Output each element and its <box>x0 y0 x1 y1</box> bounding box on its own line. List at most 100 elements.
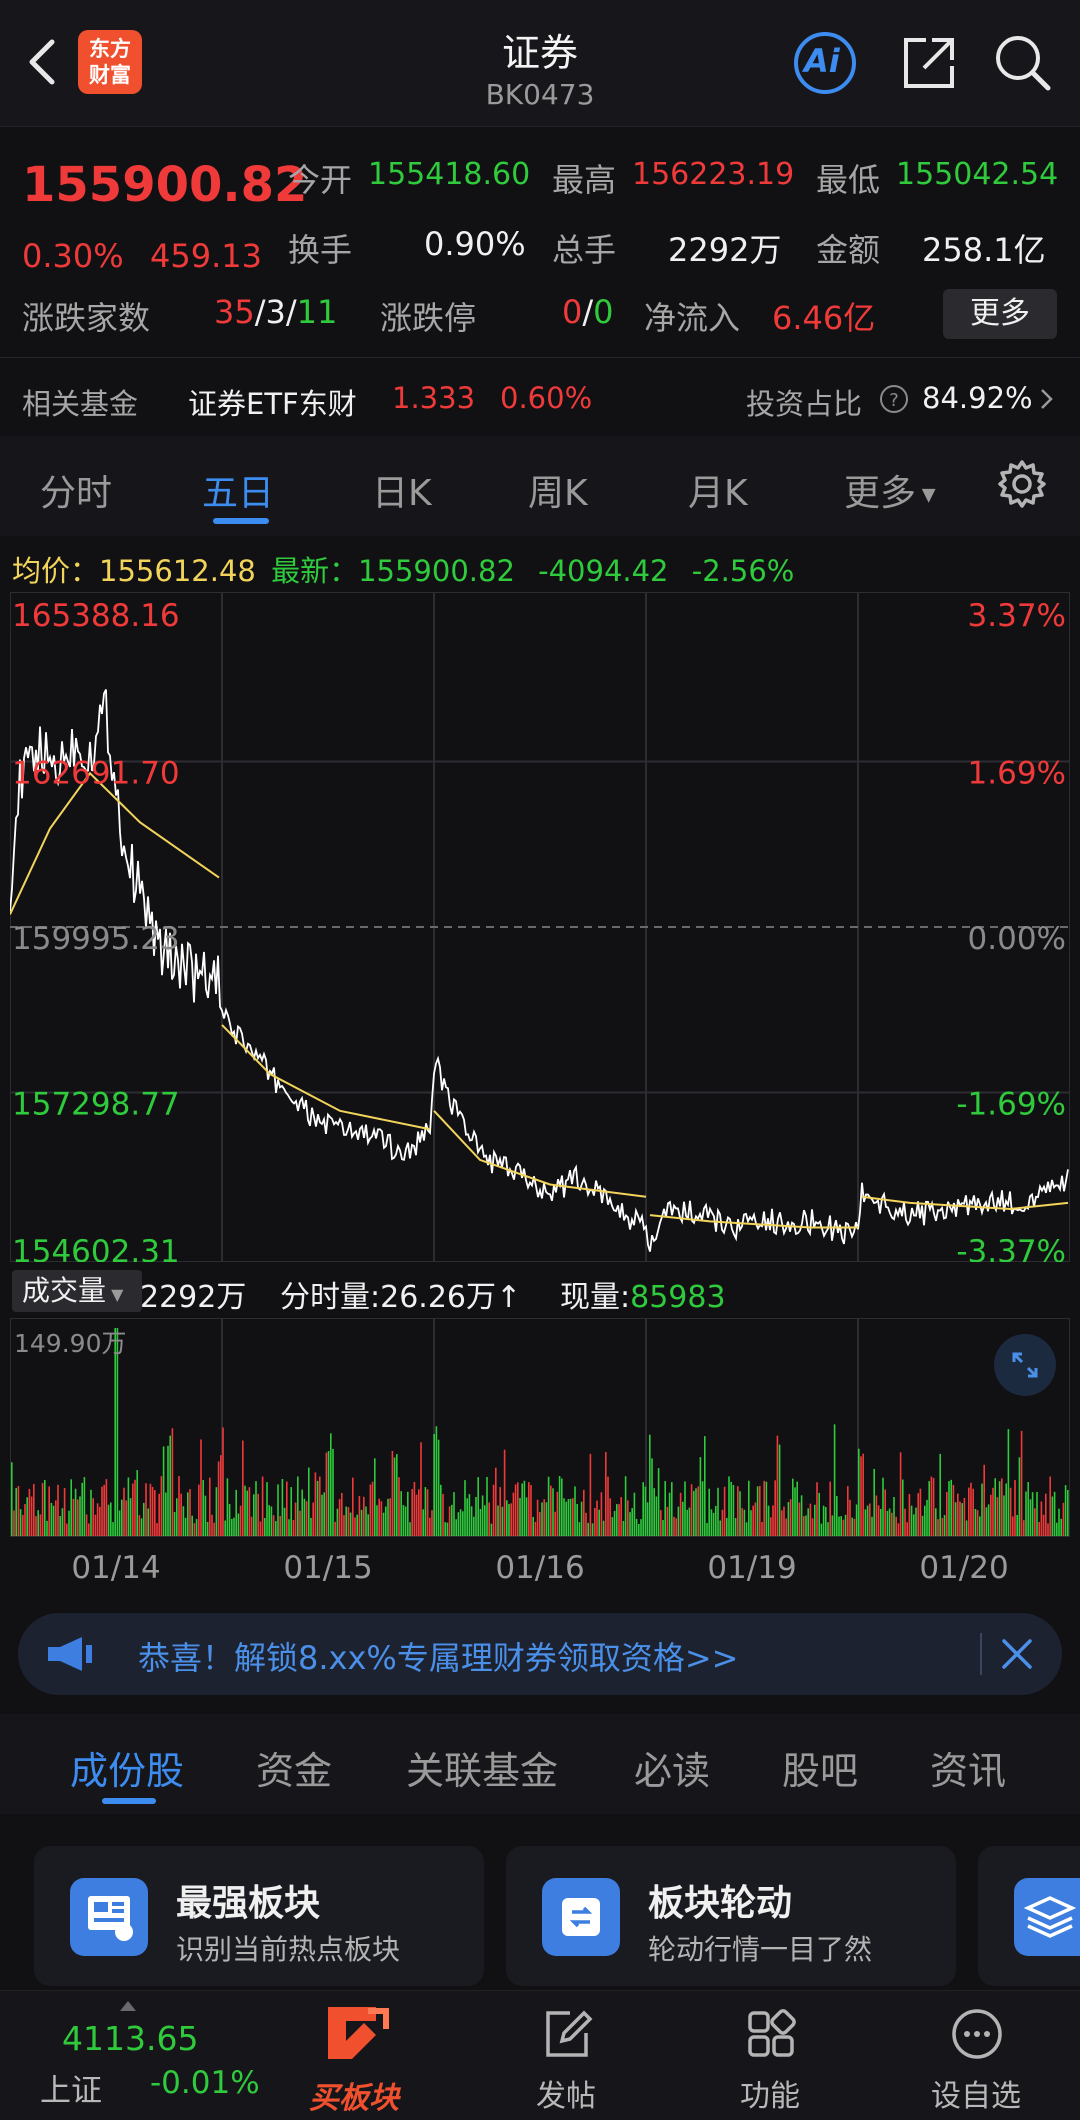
ratio-value[interactable]: 84.92% <box>922 381 1033 415</box>
volume-bar <box>598 1509 600 1536</box>
y-axis-label-right: -3.37% <box>956 1234 1066 1262</box>
close-icon[interactable] <box>998 1635 1036 1673</box>
tab-monthly-k[interactable]: 月K <box>688 473 748 514</box>
volume-bar <box>99 1506 101 1536</box>
index-percent[interactable]: -0.01% <box>150 2065 260 2101</box>
volume-bar <box>690 1484 693 1536</box>
search-icon[interactable] <box>990 30 1056 96</box>
volume-bar <box>286 1481 288 1536</box>
volume-bar <box>1009 1487 1012 1536</box>
volume-bar <box>884 1489 886 1536</box>
volume-bar <box>224 1520 226 1536</box>
change-value: 459.13 <box>150 237 262 275</box>
volume-bar <box>85 1514 88 1536</box>
volume-bar <box>706 1522 708 1536</box>
grid-icon <box>748 2009 796 2057</box>
tab-funds-flow[interactable]: 资金 <box>256 1749 333 1793</box>
volume-bar <box>503 1449 506 1536</box>
volume-bar <box>147 1508 149 1536</box>
volume-bar <box>464 1480 466 1536</box>
volume-bar <box>904 1508 906 1536</box>
volume-bar <box>891 1512 893 1536</box>
volume-bar <box>576 1503 578 1536</box>
volume-bar <box>182 1506 185 1536</box>
volume-bar <box>66 1523 68 1536</box>
volume-bar <box>836 1496 838 1536</box>
volume-bar <box>525 1497 528 1536</box>
volume-bar <box>961 1503 963 1536</box>
volume-bar <box>772 1505 774 1536</box>
back-icon[interactable] <box>22 36 62 88</box>
volume-bar <box>882 1477 884 1536</box>
x-axis-date-label: 01/16 <box>495 1550 584 1586</box>
more-button[interactable]: 更多 <box>943 289 1057 339</box>
volume-bar <box>693 1490 695 1536</box>
x-axis-date-label: 01/20 <box>919 1550 1008 1586</box>
volume-bar <box>74 1488 77 1536</box>
volume-selector-button[interactable]: 成交量 ▼ <box>12 1270 142 1312</box>
card-strongest-sector[interactable]: 最强板块 识别当前热点板块 <box>34 1846 484 1986</box>
tab-news[interactable]: 资讯 <box>930 1749 1007 1793</box>
volume-bar <box>897 1523 900 1536</box>
volume-bar <box>1064 1485 1067 1536</box>
fund-name[interactable]: 证券ETF东财 <box>188 387 357 421</box>
volume-label: 总手 <box>552 231 617 269</box>
volume-bar <box>94 1514 97 1536</box>
expand-icon[interactable] <box>994 1334 1056 1396</box>
ai-icon[interactable]: Ai <box>792 30 858 96</box>
volume-bar <box>114 1328 116 1536</box>
volume-bar <box>246 1490 248 1536</box>
volume-bar <box>407 1491 409 1536</box>
volume-bar <box>770 1517 772 1536</box>
functions-button[interactable]: 功能 <box>714 1999 826 2115</box>
tab-daily-k[interactable]: 日K <box>372 473 432 514</box>
five-day-price-chart[interactable]: 165388.16 162691.70 159995.23 157298.77 1546… <box>10 592 1070 1262</box>
tab-five-day[interactable]: 五日 <box>202 473 275 514</box>
share-icon[interactable] <box>896 30 962 96</box>
volume-max-label: 149.90万 <box>14 1329 127 1358</box>
index-value[interactable]: 4113.65 <box>62 2019 199 2058</box>
settings-gear-icon[interactable] <box>996 458 1048 510</box>
volume-bar <box>979 1516 981 1536</box>
help-icon[interactable]: ? <box>878 383 910 415</box>
high-value: 156223.19 <box>632 157 795 192</box>
volume-bar <box>957 1493 959 1536</box>
volume-bar <box>829 1481 831 1536</box>
volume-bar <box>607 1476 609 1536</box>
volume-bar <box>187 1492 189 1536</box>
volume-bar <box>668 1492 671 1536</box>
add-watchlist-button[interactable]: 设自选 <box>920 1999 1032 2115</box>
volume-bar <box>963 1497 966 1536</box>
volume-bar <box>378 1498 380 1536</box>
last-price: 155900.82 <box>22 157 308 213</box>
volume-bar <box>983 1464 985 1536</box>
tab-related-funds[interactable]: 关联基金 <box>406 1749 559 1793</box>
volume-bar <box>404 1506 407 1536</box>
tab-intraday[interactable]: 分时 <box>40 473 113 514</box>
tab-constituents[interactable]: 成份股 <box>70 1749 185 1793</box>
volume-bar <box>363 1496 365 1536</box>
volume-bar <box>264 1518 266 1536</box>
volume-bar <box>259 1521 262 1536</box>
tab-more[interactable]: 更多 ▼ <box>844 473 936 514</box>
post-button[interactable]: 发帖 <box>510 1999 622 2115</box>
index-name[interactable]: 上证 <box>40 2073 102 2109</box>
promo-banner[interactable]: 恭喜！解锁8.xx%专属理财券领取资格>> <box>18 1613 1062 1695</box>
card-partial[interactable] <box>978 1846 1080 1986</box>
tab-weekly-k[interactable]: 周K <box>528 473 588 514</box>
average-line <box>10 771 220 915</box>
buy-sector-button[interactable]: 买板块 <box>306 1997 402 2116</box>
volume-bar <box>759 1485 761 1536</box>
tab-must-read[interactable]: 必读 <box>634 1749 711 1793</box>
volume-bar <box>673 1516 675 1536</box>
card-sector-rotation[interactable]: 板块轮动 轮动行情一目了然 <box>506 1846 956 1986</box>
volume-bar <box>345 1506 347 1536</box>
volume-bar <box>930 1476 933 1536</box>
volume-bar <box>849 1499 851 1536</box>
volume-bar <box>253 1494 255 1536</box>
tab-forum[interactable]: 股吧 <box>782 1749 859 1793</box>
volume-bar <box>288 1519 290 1536</box>
sector-code: BK0473 <box>485 78 595 111</box>
volume-bar <box>767 1505 770 1536</box>
low-value: 155042.54 <box>896 157 1059 192</box>
